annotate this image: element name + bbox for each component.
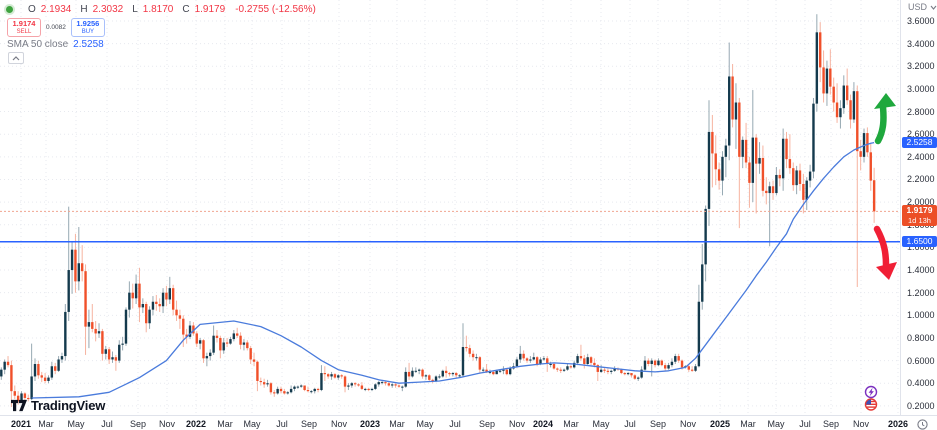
price-tick-label: 0.6000 [907, 355, 935, 366]
price-tick-label: 3.4000 [907, 38, 935, 49]
currency-selector[interactable]: USD [908, 2, 937, 12]
open-label: O [28, 3, 36, 15]
sma-50-line[interactable] [31, 141, 875, 399]
time-tick-month: Mar [563, 419, 579, 429]
collapse-legend-button[interactable] [8, 52, 24, 64]
time-tick-month: Nov [330, 419, 348, 429]
time-tick-month: May [416, 419, 434, 429]
time-tick-year: 2022 [185, 419, 207, 429]
grid-lines [0, 0, 900, 415]
price-lines[interactable] [0, 210, 900, 243]
price-tick-label: 1.4000 [907, 265, 935, 276]
time-tick-month: Nov [508, 419, 526, 429]
high-label: H [80, 3, 88, 15]
price-tick-label: 2.6000 [907, 129, 935, 140]
arrow-marker-up[interactable] [874, 93, 896, 145]
chevron-down-icon [930, 5, 937, 10]
indicator-label: SMA 50 close [7, 39, 69, 50]
time-tick-month: Jul [449, 419, 461, 429]
price-tick-label: 3.2000 [907, 61, 935, 72]
tradingview-logo[interactable]: TradingView [11, 398, 105, 413]
time-tick-month: Sep [129, 419, 147, 429]
support-level-badge: 1.6500 [902, 235, 937, 247]
time-tick-month: May [767, 419, 785, 429]
time-tick-month: May [243, 419, 261, 429]
economic-event-icon[interactable] [864, 385, 878, 399]
open-value: 2.1934 [40, 3, 72, 15]
price-tick-label: 0.2000 [907, 400, 935, 411]
time-tick-month: Jul [799, 419, 811, 429]
time-tick-year: 2024 [532, 419, 554, 429]
time-axis[interactable]: 2021 Mar May Jul Sep Nov 2022 Mar May Jul Sep Nov 20… [0, 415, 937, 430]
time-tick-month: Mar [217, 419, 233, 429]
low-value: 1.8170 [142, 3, 174, 15]
time-tick-month: Sep [300, 419, 318, 429]
time-tick-month: May [592, 419, 610, 429]
low-label: L [132, 3, 138, 15]
candlestick-series [0, 14, 876, 408]
last-price-value: 1.9179 [906, 204, 933, 215]
spread-value: 0.0082 [46, 24, 66, 31]
time-tick-month: Jul [624, 419, 636, 429]
buy-button[interactable]: 1.9256 BUY [70, 18, 105, 37]
sma-price-badge: 2.5258 [902, 136, 937, 148]
sell-price: 1.9174 [12, 19, 36, 29]
buy-label: BUY [81, 28, 95, 35]
time-tick-month: Mar [740, 419, 756, 429]
price-tick-label: 1.2000 [907, 287, 935, 298]
time-tick-month: Mar [38, 419, 54, 429]
trade-panel: 1.9174 SELL 0.0082 1.9256 BUY [7, 18, 105, 37]
time-tick-year: 2021 [10, 419, 32, 429]
price-tick-label: 2.4000 [907, 151, 935, 162]
chart-plot-area[interactable] [0, 0, 900, 415]
change-value: -0.2755 (-12.56%) [235, 3, 316, 15]
currency-label: USD [908, 2, 928, 12]
price-tick-label: 2.8000 [907, 106, 935, 117]
time-tick-year: 2026 [887, 419, 909, 429]
bar-countdown: 1d 13h [908, 215, 931, 225]
price-axis[interactable]: USD 3.6000 3.4000 3.2000 3.0000 2.8000 2.6000… [900, 0, 937, 415]
close-value: 1.9179 [194, 3, 226, 15]
price-tick-label: 0.8000 [907, 332, 935, 343]
market-status-icon [6, 5, 13, 13]
price-tick-label: 3.0000 [907, 83, 935, 94]
indicator-legend[interactable]: SMA 50 close 2.5258 [7, 39, 104, 50]
time-tick-month: Jul [101, 419, 113, 429]
price-tick-label: 1.6000 [907, 242, 935, 253]
time-tick-month: Nov [852, 419, 870, 429]
time-tick-month: May [67, 419, 85, 429]
time-tick-month: Nov [158, 419, 176, 429]
sell-label: SELL [16, 28, 32, 35]
price-tick-label: 2.2000 [907, 174, 935, 185]
buy-price: 1.9256 [76, 19, 100, 29]
tradingview-logo-icon [11, 399, 27, 412]
time-tick-year: 2025 [709, 419, 731, 429]
timezone-clock-button[interactable] [917, 417, 928, 430]
time-tick-month: Mar [389, 419, 405, 429]
price-tick-label: 3.6000 [907, 16, 935, 26]
us-flag-event-icon[interactable] [864, 398, 878, 411]
tradingview-logo-text: TradingView [31, 398, 106, 413]
time-tick-month: Sep [822, 419, 840, 429]
high-value: 2.3032 [92, 3, 124, 15]
price-tick-label: 0.4000 [907, 378, 935, 389]
price-tick-label: 1.0000 [907, 310, 935, 321]
indicator-value: 2.5258 [73, 39, 104, 50]
last-price-badge: 1.9179 1d 13h [902, 204, 937, 226]
price-tick-label: 2.0000 [907, 197, 935, 208]
arrow-marker-down[interactable] [873, 225, 897, 280]
close-label: C [182, 3, 190, 15]
time-tick-month: Nov [679, 419, 697, 429]
time-tick-month: Jul [276, 419, 288, 429]
chevron-up-icon [12, 55, 20, 60]
symbol-ohlc-legend: O 2.1934 H 2.3032 L 1.8170 C 1.9179 -0.2755 … [6, 3, 316, 15]
time-tick-month: Sep [649, 419, 667, 429]
time-tick-month: Sep [478, 419, 496, 429]
time-tick-year: 2023 [359, 419, 381, 429]
sell-button[interactable]: 1.9174 SELL [7, 18, 41, 37]
clock-icon [917, 419, 928, 430]
